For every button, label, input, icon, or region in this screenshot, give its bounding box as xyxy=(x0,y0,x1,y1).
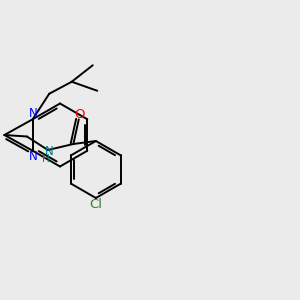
Text: N: N xyxy=(29,107,38,120)
Text: H: H xyxy=(42,154,50,164)
Text: N: N xyxy=(29,150,38,163)
Text: O: O xyxy=(74,107,85,121)
Text: N: N xyxy=(45,145,54,158)
Text: Cl: Cl xyxy=(89,198,102,211)
